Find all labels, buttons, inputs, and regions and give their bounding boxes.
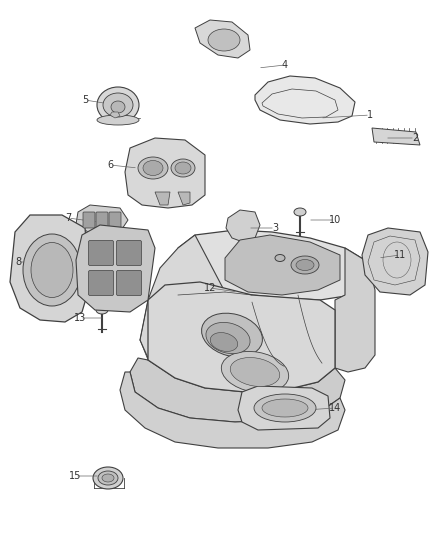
FancyBboxPatch shape	[117, 271, 141, 295]
Polygon shape	[76, 205, 128, 232]
Polygon shape	[155, 192, 170, 205]
Text: 10: 10	[329, 215, 341, 225]
Polygon shape	[140, 235, 225, 365]
Polygon shape	[238, 386, 330, 430]
Polygon shape	[225, 235, 340, 295]
Polygon shape	[178, 192, 190, 205]
Text: 13: 13	[74, 313, 86, 323]
Text: 11: 11	[394, 250, 406, 260]
Ellipse shape	[143, 160, 163, 175]
Ellipse shape	[23, 234, 81, 306]
Text: 8: 8	[15, 257, 21, 267]
Ellipse shape	[93, 467, 123, 489]
Polygon shape	[110, 112, 120, 118]
Text: 4: 4	[282, 60, 288, 70]
FancyBboxPatch shape	[117, 240, 141, 265]
Ellipse shape	[201, 313, 262, 357]
Polygon shape	[226, 210, 260, 242]
Text: 5: 5	[82, 95, 88, 105]
Ellipse shape	[210, 333, 238, 351]
Polygon shape	[148, 282, 335, 392]
Ellipse shape	[254, 394, 316, 422]
Ellipse shape	[31, 243, 73, 297]
Ellipse shape	[138, 157, 168, 179]
Text: 6: 6	[107, 160, 113, 170]
Polygon shape	[120, 372, 345, 448]
Ellipse shape	[262, 399, 308, 417]
Text: 12: 12	[204, 283, 216, 293]
Ellipse shape	[97, 115, 139, 125]
Polygon shape	[76, 225, 155, 312]
Ellipse shape	[275, 254, 285, 262]
Polygon shape	[372, 128, 420, 145]
Ellipse shape	[96, 306, 108, 314]
Polygon shape	[195, 20, 250, 58]
Polygon shape	[10, 215, 90, 322]
FancyBboxPatch shape	[96, 212, 108, 228]
Text: 14: 14	[329, 403, 341, 413]
Ellipse shape	[97, 87, 139, 123]
Polygon shape	[178, 230, 368, 300]
Ellipse shape	[230, 358, 280, 386]
FancyBboxPatch shape	[83, 212, 95, 228]
Ellipse shape	[98, 471, 118, 485]
Polygon shape	[362, 228, 428, 295]
Text: 7: 7	[65, 213, 71, 223]
Text: 9: 9	[130, 260, 136, 270]
Ellipse shape	[175, 162, 191, 174]
Ellipse shape	[111, 101, 125, 113]
FancyBboxPatch shape	[88, 240, 113, 265]
Text: 1: 1	[367, 110, 373, 120]
Polygon shape	[255, 76, 355, 124]
Ellipse shape	[221, 351, 289, 393]
Ellipse shape	[171, 159, 195, 177]
Polygon shape	[130, 358, 345, 422]
Text: 3: 3	[272, 223, 278, 233]
Ellipse shape	[294, 208, 306, 216]
Ellipse shape	[296, 260, 314, 271]
Ellipse shape	[103, 93, 133, 117]
Text: 15: 15	[69, 471, 81, 481]
Polygon shape	[335, 248, 375, 372]
Ellipse shape	[206, 322, 250, 353]
FancyBboxPatch shape	[88, 271, 113, 295]
Ellipse shape	[208, 29, 240, 51]
Polygon shape	[125, 138, 205, 208]
Text: 2: 2	[412, 133, 418, 143]
FancyBboxPatch shape	[109, 212, 121, 228]
Ellipse shape	[102, 474, 114, 482]
Ellipse shape	[291, 256, 319, 274]
